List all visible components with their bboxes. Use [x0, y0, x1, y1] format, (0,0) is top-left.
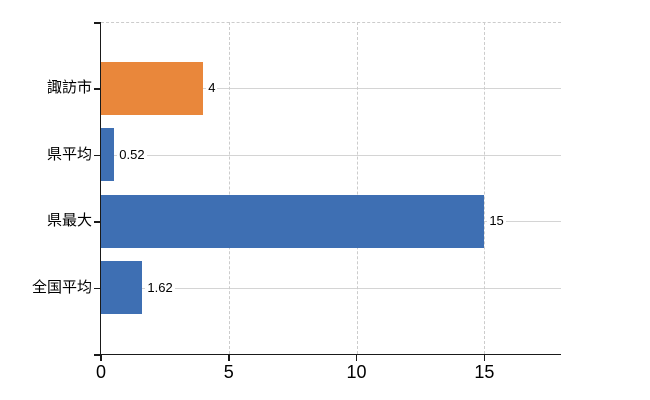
y-axis-tick [94, 22, 100, 24]
vertical-gridline [356, 22, 358, 354]
category-label: 県平均 [46, 145, 92, 163]
x-axis [99, 353, 561, 355]
x-tick-label: 5 [223, 362, 234, 382]
x-axis-tick [483, 355, 486, 361]
x-axis-tick [355, 355, 358, 361]
x-tick-label: 0 [95, 362, 106, 382]
bar [101, 194, 485, 248]
y-axis-tick [94, 354, 100, 356]
x-tick-label: 10 [346, 362, 367, 382]
category-label: 県最大 [46, 212, 92, 230]
vertical-gridline [484, 22, 486, 354]
bar [101, 61, 204, 115]
y-axis-tick [94, 154, 100, 157]
horizontal-gridline [101, 88, 561, 90]
y-axis-tick [94, 287, 100, 290]
category-label: 諏訪市 [46, 79, 92, 97]
x-axis-tick [100, 355, 102, 361]
horizontal-gridline [101, 287, 561, 289]
category-label: 全国平均 [31, 278, 92, 296]
vertical-gridline [228, 22, 230, 354]
y-axis-tick [94, 88, 100, 90]
value-label: 0.52 [117, 145, 147, 164]
y-axis [99, 22, 101, 356]
bar [101, 128, 115, 182]
x-axis-tick [228, 355, 230, 361]
value-label: 15 [487, 212, 506, 231]
horizontal-gridline [101, 154, 561, 156]
y-axis-tick [94, 221, 100, 223]
plot-top-border [101, 22, 561, 23]
bar [101, 261, 143, 315]
x-tick-label: 15 [474, 362, 495, 382]
value-label: 1.62 [145, 278, 175, 297]
value-label: 4 [206, 79, 218, 98]
